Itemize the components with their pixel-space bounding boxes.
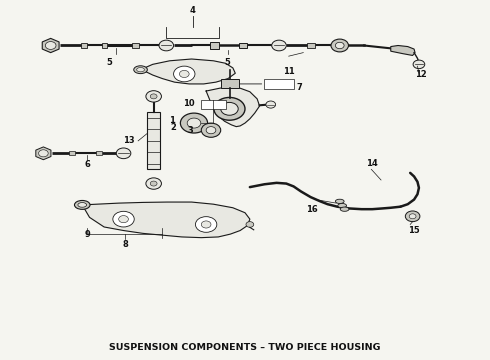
Circle shape (116, 148, 131, 159)
Circle shape (146, 91, 161, 102)
Circle shape (331, 39, 348, 52)
Circle shape (173, 66, 195, 82)
Bar (96, 151, 102, 156)
Circle shape (45, 42, 56, 49)
Circle shape (409, 214, 416, 219)
Text: 14: 14 (367, 158, 378, 167)
Circle shape (179, 71, 189, 77)
Bar (132, 42, 139, 48)
Ellipse shape (338, 203, 346, 208)
Text: 3: 3 (188, 126, 194, 135)
Text: 5: 5 (106, 58, 112, 67)
Bar (265, 79, 294, 89)
Bar (201, 100, 225, 109)
Polygon shape (206, 87, 260, 127)
Text: 5: 5 (224, 58, 230, 67)
Circle shape (413, 60, 425, 69)
Bar (102, 43, 106, 48)
Circle shape (119, 216, 128, 223)
Polygon shape (391, 45, 415, 55)
Circle shape (150, 94, 157, 99)
Text: SUSPENSION COMPONENTS – TWO PIECE HOUSING: SUSPENSION COMPONENTS – TWO PIECE HOUSIN… (109, 343, 381, 352)
Text: 10: 10 (183, 99, 195, 108)
Circle shape (201, 123, 220, 137)
Polygon shape (42, 39, 59, 53)
Text: 1: 1 (169, 116, 175, 125)
Circle shape (196, 217, 217, 232)
Text: 15: 15 (408, 226, 420, 235)
Text: 8: 8 (122, 240, 128, 249)
Circle shape (405, 211, 420, 222)
Circle shape (246, 222, 254, 227)
Bar (239, 42, 247, 48)
Bar (69, 151, 75, 156)
Text: 13: 13 (122, 136, 134, 145)
Ellipse shape (137, 68, 145, 72)
Circle shape (220, 103, 238, 115)
Circle shape (335, 42, 344, 49)
Circle shape (266, 101, 275, 108)
Circle shape (113, 211, 134, 227)
Circle shape (146, 178, 161, 189)
Text: 9: 9 (84, 230, 90, 239)
Polygon shape (82, 202, 250, 238)
Ellipse shape (78, 203, 87, 207)
Ellipse shape (335, 199, 344, 203)
Polygon shape (36, 147, 51, 160)
Text: 6: 6 (84, 161, 90, 170)
Text: 16: 16 (306, 205, 318, 214)
Ellipse shape (134, 66, 147, 73)
Ellipse shape (340, 207, 349, 211)
Circle shape (206, 127, 216, 134)
Polygon shape (141, 59, 235, 84)
Text: 7: 7 (297, 83, 303, 92)
Text: 12: 12 (415, 71, 427, 80)
Text: 2: 2 (170, 123, 176, 132)
Circle shape (187, 118, 201, 128)
Text: 4: 4 (190, 6, 196, 15)
Text: 11: 11 (283, 67, 294, 76)
Bar (307, 42, 315, 48)
Circle shape (150, 181, 157, 186)
Circle shape (272, 40, 286, 51)
Bar (220, 79, 239, 88)
Circle shape (201, 221, 211, 228)
Circle shape (214, 98, 245, 120)
Bar (81, 43, 87, 48)
Bar (147, 112, 160, 169)
Bar (210, 42, 219, 49)
Ellipse shape (74, 201, 90, 210)
Circle shape (39, 150, 48, 157)
Circle shape (159, 40, 173, 51)
Circle shape (180, 113, 208, 133)
